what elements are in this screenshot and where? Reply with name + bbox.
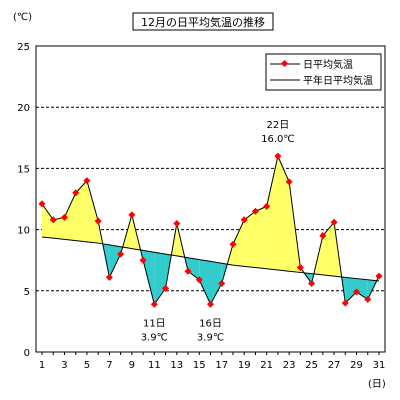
legend-label-normal: 平年日平均気温 [303,74,373,87]
daily-temperature-point [173,219,181,228]
daily-temperature-point [206,300,215,308]
legend: 日平均気温 平年日平均気温 [265,53,382,91]
x-tick-label: 17 [215,360,228,371]
daily-temperature-point [352,288,361,296]
daily-temperature-point [296,264,304,272]
daily-temperature-point [128,211,136,219]
daily-temperature-point [38,200,46,208]
x-tick-label: 13 [170,360,183,371]
y-tick-label: 10 [17,226,30,237]
daily-temperature-point [184,267,192,275]
daily-temperature-point [375,272,383,280]
fill-above-normal [75,180,87,242]
x-tick-label: 11 [148,360,161,371]
daily-temperature-point [319,232,327,240]
x-tick-label: 1 [39,360,45,371]
fill-above-normal [42,203,54,239]
y-tick-label: 0 [24,348,30,359]
legend-label-daily: 日平均気温 [303,58,353,71]
grid-lines [36,106,385,292]
x-tick-label: 3 [61,360,67,371]
daily-temperature-point [341,299,349,307]
annotations: 11日 3.9℃ 16日 3.9℃ 22日 16.0℃ [141,120,295,343]
y-tick-label: 15 [17,164,30,175]
fill-above-normal [277,156,290,272]
annotation-label: 3.9℃ [141,332,168,343]
daily-temperature-point [308,279,316,287]
y-axis-unit-label: (℃) [13,12,32,23]
fill-above-normal [322,222,335,277]
daily-temperature-point [117,250,125,258]
fill-above-normal [244,211,256,268]
x-tick-label: 27 [328,360,341,371]
daily-temperature-point [195,276,203,284]
daily-temperature-point [49,216,57,224]
y-tick-label: 25 [17,42,30,53]
legend-marker-daily [280,59,289,68]
daily-temperature-point [105,273,113,281]
daily-temperature-point [83,177,91,185]
difference-fill [42,156,379,305]
daily-temperature-point [94,217,102,225]
daily-temperature-point [364,295,372,303]
normal-temperature-series [41,236,380,282]
fill-below-normal [143,250,155,305]
y-tick-label: 20 [17,103,30,114]
fill-below-normal [154,252,166,305]
fill-below-normal [356,278,368,300]
daily-temperature-series [38,152,383,308]
daily-temperature-point [330,218,338,226]
daily-temperature-point [285,178,293,186]
daily-temperature-point [240,216,248,224]
chart-title-text: 12月の日平均気温の推移 [141,15,265,29]
x-tick-label: 25 [305,360,318,371]
y-tick-label: 5 [24,287,30,298]
fill-below-normal [345,277,357,304]
daily-temperature-point [251,207,259,215]
fill-below-normal [199,259,211,305]
annotation-label: 22日 [267,120,290,131]
fill-above-normal [53,217,65,240]
x-tick-label: 19 [238,360,251,371]
fill-above-normal [266,156,278,270]
x-tick-label: 7 [106,360,112,371]
annotation-label: 16.0℃ [261,134,295,145]
daily-temperature-point [139,256,147,264]
daily-temperature-point [162,284,170,292]
x-tick-label: 5 [84,360,90,371]
daily-temperature-point [218,279,226,287]
x-tick-label: 23 [283,360,296,371]
fill-above-normal [232,219,245,267]
fill-below-normal [188,257,200,280]
daily-temperature-point [274,152,282,160]
fill-below-normal [109,244,121,278]
chart-title: 12月の日平均気温の推移 [132,12,274,31]
daily-temperature-point [263,202,271,210]
x-tick-label: 21 [260,360,273,371]
daily-temperature-point [150,300,158,308]
annotation-label: 16日 [199,318,222,329]
legend-box [265,53,382,91]
daily-temperature-point [229,240,237,248]
fill-above-normal [86,180,99,244]
annotation-label: 3.9℃ [197,332,224,343]
daily-temperature-point [60,213,69,221]
fill-above-normal [64,192,76,241]
fill-below-normal [210,261,222,305]
x-tick-label: 9 [129,360,135,371]
daily-temperature-point [72,189,80,197]
x-tick-label: 15 [193,360,206,371]
x-tick-label: 31 [373,360,386,371]
normal-temperature-line [41,236,380,282]
annotation-label: 11日 [143,318,166,329]
x-axis-unit-label: (日) [368,379,386,390]
x-tick-label: 29 [350,360,363,371]
fill-above-normal [255,206,267,269]
